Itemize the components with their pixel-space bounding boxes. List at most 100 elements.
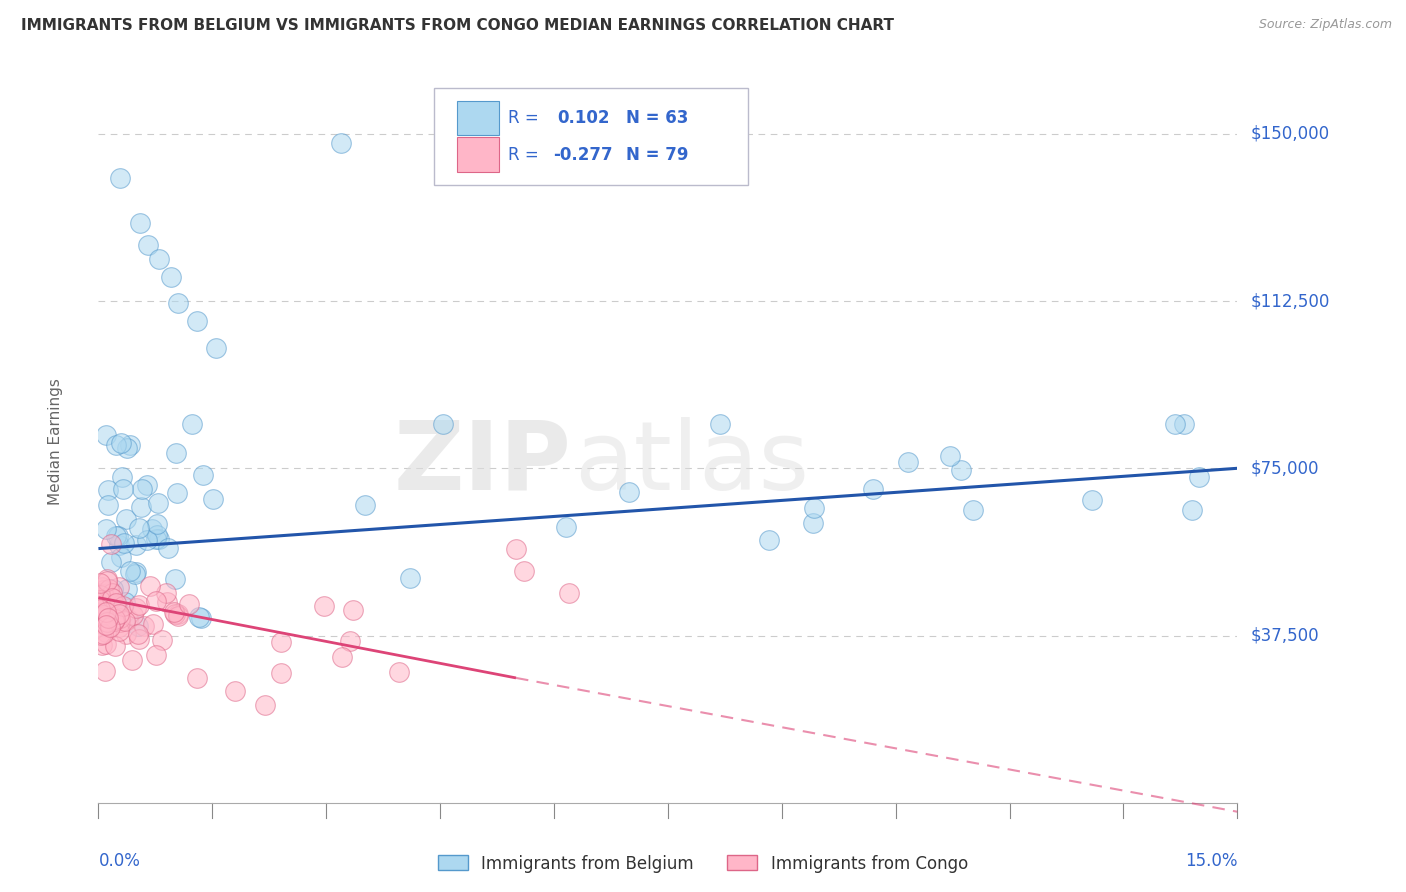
Point [205,341,228,355]
Point [90,610,112,624]
Point [112,482,135,496]
Point [145,517,167,532]
Point [112,599,135,614]
Point [101,585,124,599]
Point [801,516,824,531]
Point [166,486,188,500]
Point [617,484,640,499]
Point [100,591,122,605]
Point [354,499,377,513]
FancyBboxPatch shape [457,137,499,172]
Point [89,608,111,623]
Point [108,580,131,594]
Point [159,269,181,284]
Point [330,649,353,664]
Point [93,607,115,621]
Point [554,520,576,534]
FancyBboxPatch shape [434,87,748,185]
Point [104,640,127,654]
Point [163,572,186,586]
Point [1173,417,1195,431]
Point [115,627,138,641]
Text: Source: ZipAtlas.com: Source: ZipAtlas.com [1258,18,1392,31]
Point [118,437,141,451]
Point [148,252,170,266]
Point [94,617,117,632]
Point [104,612,127,626]
Point [254,698,277,712]
Point [145,593,167,607]
Point [96,574,118,589]
Point [398,571,420,585]
Point [167,608,190,623]
Point [96,637,118,651]
Point [89,588,111,602]
Point [97,611,120,625]
Point [146,496,169,510]
Point [862,482,884,496]
Point [202,491,225,506]
Point [709,417,731,431]
Point [432,417,454,431]
Point [94,664,117,678]
Point [93,616,115,631]
Point [388,665,411,679]
Point [330,136,353,150]
Point [136,533,159,547]
Point [146,528,169,542]
Point [270,635,292,649]
Point [1188,470,1211,484]
Point [339,633,361,648]
Point [97,582,120,596]
Point [91,608,114,623]
Point [108,620,131,634]
Point [145,532,167,546]
Text: $37,500: $37,500 [1251,626,1320,645]
Point [108,607,131,621]
Point [107,538,129,552]
Point [145,648,167,662]
Text: $112,500: $112,500 [1251,292,1330,310]
Point [125,601,148,615]
Point [148,533,170,547]
Point [96,625,118,640]
Point [114,614,136,628]
Point [108,611,131,625]
Point [156,595,179,609]
Point [98,585,121,599]
Point [129,216,152,230]
Point [89,585,111,599]
Point [193,467,215,482]
Point [96,522,118,536]
Point [101,582,124,596]
Point [157,541,180,556]
Point [179,598,201,612]
Point [98,620,121,634]
Point [110,549,132,564]
Point [128,521,150,535]
Point [100,537,122,551]
Point [150,632,173,647]
Point [897,455,920,469]
Point [107,529,129,543]
Point [96,572,118,586]
Point [939,449,962,463]
Text: R =: R = [509,109,538,127]
Point [108,171,131,186]
Point [1164,417,1187,431]
Point [110,436,132,450]
Point [117,612,139,626]
Text: Median Earnings: Median Earnings [48,378,63,505]
Point [89,575,111,590]
Point [803,501,825,516]
Point [115,512,138,526]
Point [180,417,202,431]
Point [1181,502,1204,516]
Point [558,586,581,600]
Legend: Immigrants from Belgium, Immigrants from Congo: Immigrants from Belgium, Immigrants from… [432,848,974,880]
Text: $75,000: $75,000 [1251,459,1319,477]
Text: $150,000: $150,000 [1251,125,1330,143]
Point [90,606,112,620]
Point [115,582,138,596]
Point [97,483,120,497]
